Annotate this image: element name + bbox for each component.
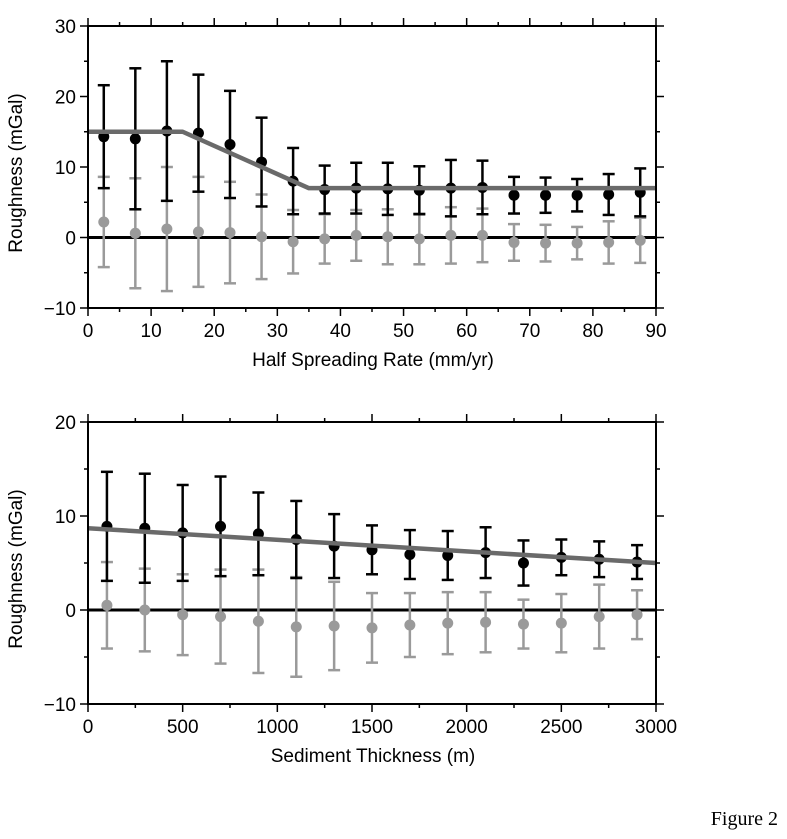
x-tick-label: 0 bbox=[83, 321, 94, 342]
data-point bbox=[508, 189, 520, 201]
data-point bbox=[215, 520, 227, 532]
data-point bbox=[603, 236, 615, 248]
x-tick-label: 30 bbox=[267, 321, 288, 342]
data-point bbox=[177, 609, 189, 621]
data-point bbox=[256, 231, 268, 243]
x-tick-label: 20 bbox=[204, 321, 225, 342]
x-tick-label: 10 bbox=[141, 321, 162, 342]
x-tick-label: 50 bbox=[393, 321, 414, 342]
x-tick-label: 40 bbox=[330, 321, 351, 342]
data-point bbox=[442, 549, 454, 561]
y-tick-label: 10 bbox=[55, 158, 76, 179]
figure-label: Figure 2 bbox=[710, 808, 778, 830]
y-tick-label: 20 bbox=[55, 88, 76, 109]
x-axis-title: Half Spreading Rate (mm/yr) bbox=[252, 350, 494, 371]
data-point bbox=[139, 604, 151, 616]
y-tick-label: −10 bbox=[44, 695, 76, 716]
data-point bbox=[98, 216, 110, 228]
x-tick-label: 80 bbox=[582, 321, 603, 342]
series-2 bbox=[100, 560, 644, 678]
data-point bbox=[603, 188, 615, 200]
chart-panel-2: 0 500 1000 1500 2000 2500 3000 −10 0 10 20 Sediment… bbox=[6, 413, 677, 767]
y-tick-label: 0 bbox=[65, 229, 76, 250]
x-tick-label: 70 bbox=[519, 321, 540, 342]
y-tick-label: 20 bbox=[55, 413, 76, 434]
data-point bbox=[480, 616, 492, 628]
data-point bbox=[555, 617, 567, 629]
data-point bbox=[328, 620, 340, 632]
data-point bbox=[540, 189, 552, 201]
data-point bbox=[290, 621, 302, 633]
x-tick-label: 500 bbox=[167, 717, 199, 738]
data-point bbox=[476, 229, 488, 241]
plot-frame bbox=[87, 25, 657, 309]
data-point bbox=[366, 622, 378, 634]
x-axis-title: Sediment Thickness (m) bbox=[271, 746, 476, 767]
data-point bbox=[215, 611, 227, 623]
x-tick-label: 60 bbox=[456, 321, 477, 342]
data-point bbox=[634, 234, 646, 246]
x-tick-label: 2500 bbox=[540, 717, 582, 738]
x-tick-label: 0 bbox=[83, 717, 94, 738]
y-tick-label: 10 bbox=[55, 507, 76, 528]
data-point bbox=[129, 227, 141, 239]
y-axis-title: Roughness (mGal) bbox=[6, 93, 27, 252]
data-point bbox=[404, 549, 416, 561]
series-1 bbox=[97, 60, 647, 218]
data-point bbox=[224, 227, 236, 239]
data-point bbox=[350, 229, 362, 241]
data-point bbox=[319, 233, 331, 245]
data-point bbox=[382, 231, 394, 243]
data-point bbox=[442, 617, 454, 629]
data-point bbox=[161, 223, 173, 235]
series-1 bbox=[100, 470, 644, 587]
y-tick-label: 30 bbox=[55, 17, 76, 38]
data-point bbox=[631, 609, 643, 621]
x-tick-label: 2000 bbox=[446, 717, 488, 738]
data-point bbox=[445, 229, 457, 241]
data-point bbox=[224, 138, 236, 150]
data-point bbox=[540, 237, 552, 249]
x-tick-label: 1000 bbox=[256, 717, 298, 738]
data-point bbox=[571, 237, 583, 249]
data-point bbox=[413, 233, 425, 245]
data-point bbox=[129, 133, 141, 145]
y-tick-label: 0 bbox=[65, 601, 76, 622]
x-tick-label: 3000 bbox=[635, 717, 677, 738]
chart-panel-1: 0 10 20 30 40 50 60 70 80 90 −10 0 10 20 30 Half Spread… bbox=[6, 17, 667, 371]
data-point bbox=[404, 619, 416, 631]
fit-line bbox=[87, 525, 657, 566]
y-axis-title: Roughness (mGal) bbox=[6, 489, 27, 648]
fit-line bbox=[88, 129, 656, 191]
y-tick-label: −10 bbox=[44, 299, 76, 320]
data-point bbox=[517, 618, 529, 630]
data-point bbox=[192, 226, 204, 238]
data-point bbox=[517, 557, 529, 569]
data-point bbox=[571, 189, 583, 201]
data-point bbox=[252, 615, 264, 627]
series-2 bbox=[97, 165, 647, 293]
data-point bbox=[508, 236, 520, 248]
data-point bbox=[593, 611, 605, 623]
data-point bbox=[101, 599, 113, 611]
data-point bbox=[287, 236, 299, 248]
x-tick-label: 1500 bbox=[351, 717, 393, 738]
x-tick-label: 90 bbox=[645, 321, 666, 342]
